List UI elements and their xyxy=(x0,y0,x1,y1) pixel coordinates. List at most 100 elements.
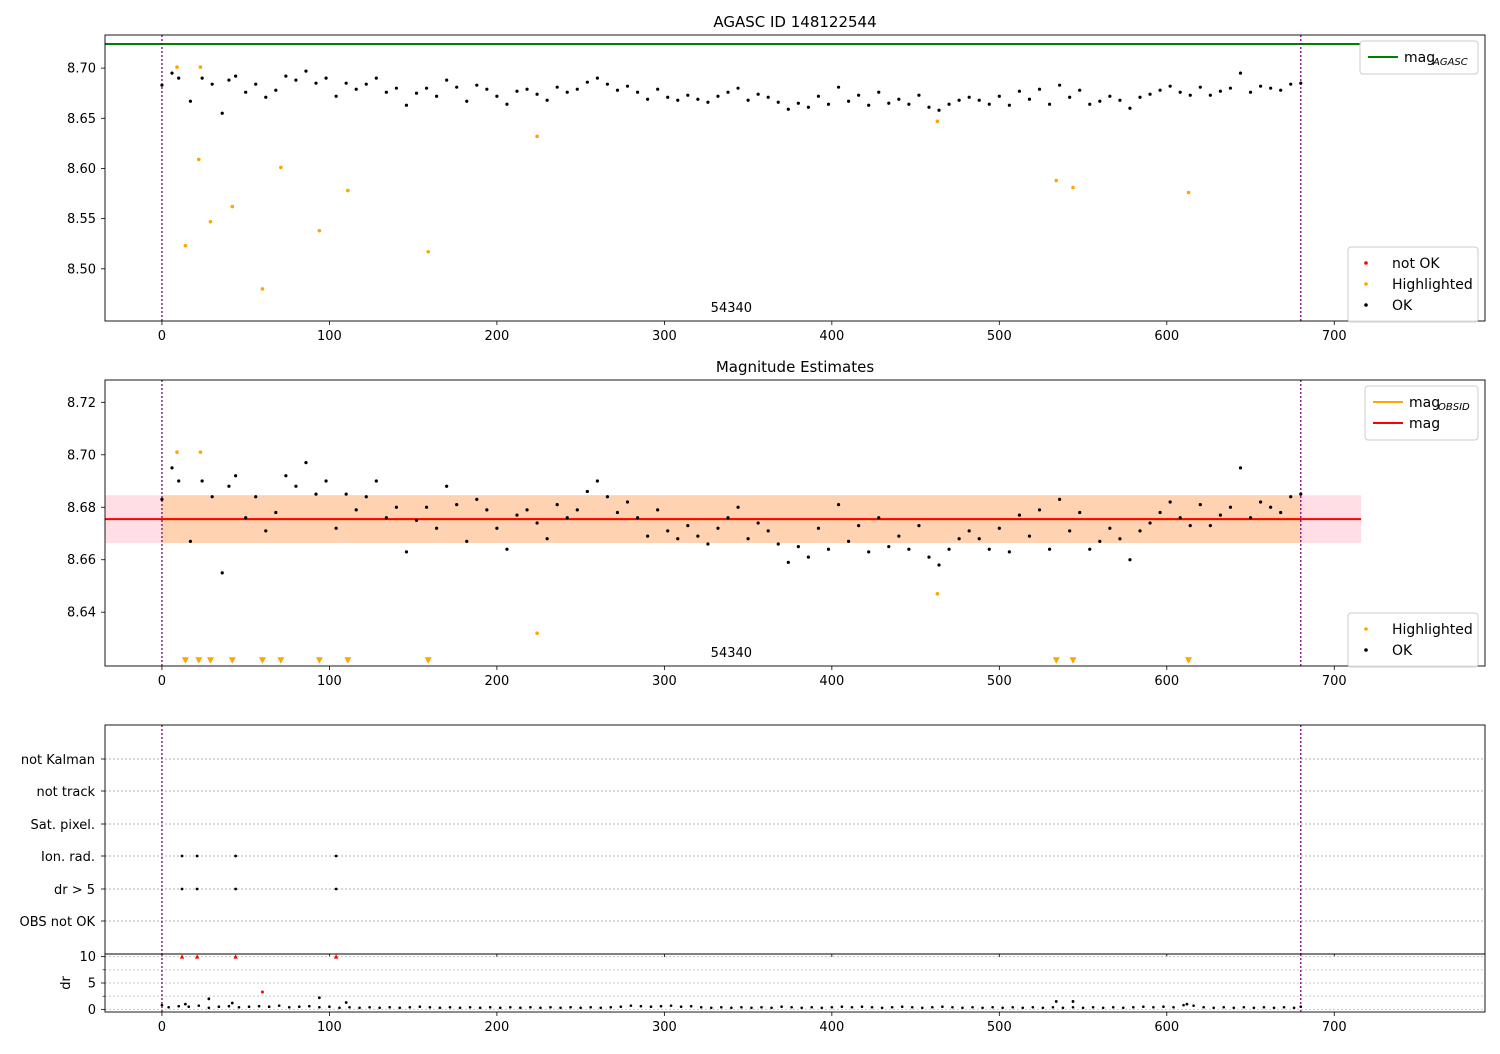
ok-point xyxy=(716,94,720,98)
ok-point xyxy=(987,102,991,106)
highlighted-point xyxy=(426,249,431,254)
x-tick-label: 200 xyxy=(484,1020,509,1035)
legend-box xyxy=(1347,246,1479,323)
dr-point xyxy=(277,1004,281,1007)
y-tick-label: 0 xyxy=(88,1003,96,1018)
ok-point xyxy=(170,71,174,75)
ok-point xyxy=(1289,495,1293,499)
dr-point xyxy=(1182,1003,1185,1007)
y-tick-label: 8.66 xyxy=(67,553,96,568)
flag-point xyxy=(195,854,199,858)
ok-point xyxy=(927,555,931,559)
dr-point xyxy=(1121,1006,1125,1010)
dr-point xyxy=(1222,1005,1226,1009)
ok-point xyxy=(394,505,399,509)
ok-point xyxy=(947,102,951,106)
ok-point xyxy=(1138,95,1142,99)
ok-point xyxy=(200,479,204,483)
ok-point xyxy=(414,91,419,95)
ok-point xyxy=(646,97,650,101)
dr-point xyxy=(1262,1005,1266,1009)
ok-point xyxy=(1058,83,1062,87)
dr-point xyxy=(1212,1006,1215,1010)
ok-point xyxy=(766,529,770,533)
dr-point xyxy=(1292,1006,1296,1010)
ok-point xyxy=(294,484,298,488)
legend-box xyxy=(1364,385,1479,441)
ok-point xyxy=(1068,529,1072,533)
obsid-annotation: 54340 xyxy=(711,301,752,316)
ok-point xyxy=(696,534,700,538)
ok-point xyxy=(1269,86,1273,90)
ok-point xyxy=(545,537,549,541)
ok-point xyxy=(676,537,680,541)
dr-point xyxy=(569,1005,572,1009)
ok-point xyxy=(615,88,620,92)
ok-point xyxy=(1138,529,1142,533)
highlighted-point xyxy=(1071,185,1075,190)
x-tick-label: 400 xyxy=(819,329,844,344)
dr-point xyxy=(840,1005,844,1009)
ok-point xyxy=(696,97,700,101)
ok-point xyxy=(846,539,851,543)
ok-point xyxy=(635,90,640,94)
dr-point xyxy=(217,1005,221,1009)
ok-point xyxy=(585,80,589,84)
ok-point xyxy=(354,87,358,91)
dr-point xyxy=(1242,1005,1246,1009)
ok-point xyxy=(384,516,388,520)
ok-point xyxy=(200,76,204,80)
highlighted-point xyxy=(535,631,539,636)
ok-point xyxy=(344,492,348,496)
ok-point xyxy=(937,563,941,567)
dr-point xyxy=(1011,1005,1015,1009)
y-tick-label: 8.55 xyxy=(67,212,96,227)
dr-point xyxy=(458,1006,462,1010)
x-tick-label: 700 xyxy=(1322,1020,1347,1035)
ok-point xyxy=(1128,106,1132,110)
ok-point xyxy=(887,101,891,105)
highlighted-below-range-marker xyxy=(258,657,266,664)
ok-point xyxy=(1289,82,1293,86)
ok-point xyxy=(384,90,388,94)
y-tick-label: 8.65 xyxy=(67,112,96,127)
legend-dot-swatch xyxy=(1364,303,1368,307)
dr-point xyxy=(478,1006,482,1010)
flag-point xyxy=(334,854,338,858)
x-tick-label: 0 xyxy=(158,1020,166,1035)
highlighted-below-range-marker xyxy=(277,657,285,664)
ok-point xyxy=(1228,505,1233,509)
ok-point xyxy=(424,505,429,509)
ok-point xyxy=(220,111,224,115)
legend-label: mag xyxy=(1409,416,1440,432)
ok-point xyxy=(1078,510,1082,515)
dr-point xyxy=(167,1005,170,1009)
ok-point xyxy=(1269,505,1273,509)
ok-point xyxy=(615,510,620,515)
y-axis-label: dr xyxy=(59,976,74,990)
x-tick-label: 0 xyxy=(158,674,166,689)
highlighted-point xyxy=(317,228,322,233)
dr-point xyxy=(1299,1005,1303,1009)
ok-point xyxy=(1047,547,1052,551)
ok-point xyxy=(1017,89,1022,93)
x-tick-label: 100 xyxy=(317,329,342,344)
x-tick-label: 0 xyxy=(158,329,166,344)
dr-point xyxy=(237,1005,241,1009)
dr-point xyxy=(870,1005,874,1009)
magnitude-estimates-panel: Magnitude Estimates 54340 0 100 200 300 400 500… xyxy=(67,358,1486,689)
ok-point xyxy=(475,83,479,87)
dr-point xyxy=(1232,1006,1236,1010)
ok-point xyxy=(987,547,991,551)
highlighted-below-range-marker xyxy=(344,657,352,664)
x-tick-label: 600 xyxy=(1154,1020,1179,1035)
dr-point xyxy=(629,1004,633,1007)
dr-point xyxy=(890,1005,894,1009)
ok-point xyxy=(284,474,288,478)
legend-label: OK xyxy=(1392,298,1413,314)
ok-point xyxy=(947,547,951,551)
ok-point xyxy=(917,524,921,528)
dr-point xyxy=(941,1005,944,1009)
ok-point xyxy=(836,85,841,89)
